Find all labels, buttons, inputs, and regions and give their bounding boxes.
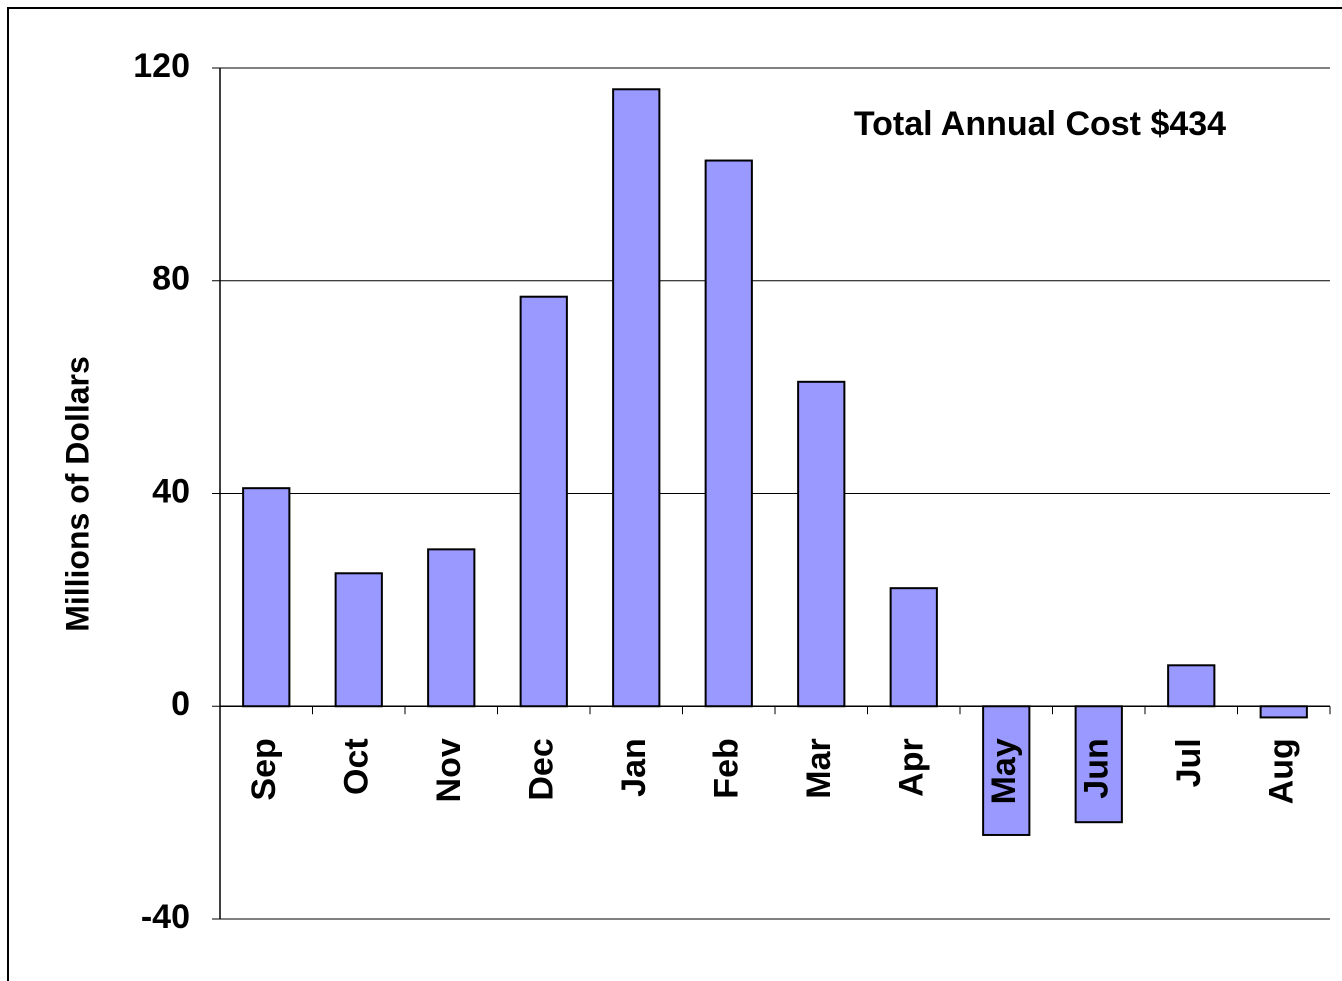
bar — [427, 548, 476, 708]
x-tick-label: Apr — [893, 738, 931, 797]
x-tick-label: Sep — [245, 738, 283, 800]
bar — [797, 380, 846, 708]
y-tick-label: 40 — [152, 472, 190, 510]
x-tick-label: Jan — [615, 738, 653, 797]
y-tick-label: 80 — [152, 260, 190, 298]
y-axis-title: Millions of Dollars — [59, 356, 95, 632]
bar — [1259, 705, 1308, 719]
bar — [519, 295, 568, 708]
bar — [334, 572, 383, 708]
x-tick-label: Oct — [338, 738, 376, 795]
bar — [889, 587, 938, 708]
x-tick-label: Feb — [708, 738, 746, 798]
annotation: Total Annual Cost $434 — [854, 105, 1226, 143]
bar — [704, 159, 753, 708]
x-tick-label: Mar — [800, 738, 838, 798]
x-tick-label: Jun — [1078, 738, 1116, 798]
bar — [1074, 705, 1123, 824]
bar — [242, 487, 291, 708]
y-tick-label: 120 — [133, 47, 190, 85]
x-tick-label: Jul — [1170, 738, 1208, 787]
x-tick-label: Dec — [523, 738, 561, 800]
x-tick-label: Nov — [430, 738, 468, 802]
x-tick-label: May — [985, 738, 1023, 804]
y-tick-label: -40 — [141, 898, 190, 936]
bar — [982, 705, 1031, 836]
bar — [1167, 664, 1216, 708]
x-tick-label: Aug — [1263, 738, 1301, 804]
chart-frame — [7, 7, 1342, 981]
bar — [612, 88, 661, 708]
y-tick-label: 0 — [171, 685, 190, 723]
